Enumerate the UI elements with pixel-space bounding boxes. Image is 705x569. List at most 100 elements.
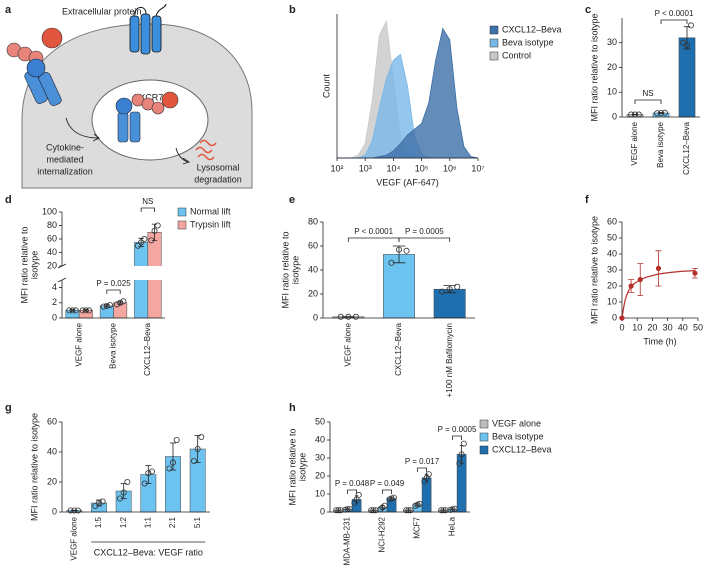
y-tick-label: 20 bbox=[308, 288, 318, 298]
y-tick-label: 30 bbox=[607, 264, 617, 274]
cxcr7-receptor bbox=[129, 3, 167, 55]
data-point bbox=[173, 436, 180, 443]
y-tick-label: 30 bbox=[315, 452, 325, 462]
x-tick-label: 1:5 bbox=[94, 516, 103, 528]
x-tick-label: 40 bbox=[678, 322, 688, 332]
y-tick-label: 0 bbox=[612, 312, 617, 322]
error-bar bbox=[120, 483, 127, 499]
arrow bbox=[175, 147, 189, 163]
data-point bbox=[661, 109, 668, 116]
significance-bracket bbox=[347, 489, 357, 494]
x-tick-label: 10³ bbox=[359, 163, 372, 173]
data-point bbox=[71, 507, 78, 514]
y-axis-title: MFI ratio relative to isotype bbox=[589, 216, 599, 324]
x-tick-label: HeLa bbox=[448, 516, 457, 536]
data-point bbox=[628, 283, 634, 289]
bar bbox=[134, 242, 149, 319]
data-point bbox=[337, 507, 344, 514]
legend-label: CXCL12–Beva bbox=[492, 444, 552, 454]
legend-swatch bbox=[479, 419, 489, 429]
x-tick-label: 10² bbox=[330, 163, 343, 173]
panel-label: b bbox=[289, 4, 296, 16]
significance-label: P < 0.0001 bbox=[655, 9, 694, 18]
diagram-label: internalization bbox=[37, 166, 93, 176]
data-point bbox=[355, 491, 362, 498]
y-tick-label: 40 bbox=[315, 434, 325, 444]
data-point bbox=[335, 507, 342, 514]
data-point bbox=[447, 506, 454, 513]
y-tick-label: 10 bbox=[607, 87, 617, 97]
fit-curve bbox=[621, 270, 695, 319]
data-point bbox=[390, 494, 397, 501]
error-bar bbox=[83, 309, 89, 312]
data-point bbox=[346, 505, 353, 512]
y-tick-label: 20 bbox=[47, 476, 57, 486]
data-point bbox=[141, 235, 148, 242]
x-tick-label: 10⁵ bbox=[415, 163, 429, 173]
significance-label: P = 0.0005 bbox=[438, 425, 477, 434]
significance-bracket bbox=[382, 489, 392, 494]
legend-swatch bbox=[489, 25, 499, 35]
data-point bbox=[148, 237, 155, 244]
significance-label: NS bbox=[642, 89, 653, 98]
legend-swatch bbox=[479, 445, 489, 455]
diagram-label: Extracellular protein bbox=[62, 6, 142, 16]
y-axis-title: MFI ratio relative to bbox=[280, 231, 290, 308]
data-point bbox=[138, 239, 145, 246]
y-tick-label: 20 bbox=[607, 62, 617, 72]
data-point bbox=[113, 301, 120, 308]
x-tick-label: VEGF alone bbox=[74, 322, 83, 366]
data-point bbox=[149, 468, 156, 475]
x-tick-label: 20 bbox=[647, 322, 657, 332]
y-axis-title: MFI ratio relative to bbox=[287, 428, 297, 505]
data-point bbox=[75, 507, 82, 514]
data-point bbox=[69, 307, 76, 314]
data-point bbox=[103, 302, 110, 309]
significance-bracket bbox=[140, 207, 155, 212]
y-tick-label: 50 bbox=[607, 232, 617, 242]
data-point bbox=[403, 247, 410, 254]
x-tick-label: NCI-H292 bbox=[378, 516, 387, 552]
y-tick-label: 40 bbox=[47, 446, 57, 456]
panel-label: e bbox=[289, 194, 295, 206]
significance-bracket bbox=[660, 19, 688, 24]
arrow-head bbox=[92, 133, 100, 142]
data-point bbox=[395, 246, 402, 253]
y-axis-title: MFI ratio relative to bbox=[19, 226, 29, 303]
x-tick-label: VEGF alone bbox=[69, 516, 78, 560]
significance-bracket bbox=[347, 237, 400, 242]
data-point bbox=[403, 507, 410, 514]
diagram-label: degradation bbox=[194, 174, 242, 184]
y-tick-label: 80 bbox=[308, 216, 318, 226]
y-tick-label: 20 bbox=[47, 260, 57, 270]
y-axis-title: isotype bbox=[290, 256, 300, 285]
error-bar bbox=[657, 112, 665, 114]
data-point bbox=[96, 499, 103, 506]
y-axis-title: Count bbox=[321, 74, 331, 99]
data-point bbox=[116, 495, 123, 502]
bar bbox=[433, 288, 466, 319]
error-bar bbox=[169, 442, 177, 471]
x-tick-label: MCF7 bbox=[413, 516, 422, 538]
data-point bbox=[86, 307, 93, 314]
y-axis-title: isotype bbox=[29, 251, 39, 280]
data-point bbox=[692, 270, 698, 276]
data-point bbox=[687, 22, 694, 29]
error-bar bbox=[392, 245, 406, 264]
data-point bbox=[456, 460, 463, 467]
legend-swatch bbox=[177, 207, 187, 217]
x-tick-label: 1:2 bbox=[119, 516, 128, 528]
x-tick-label: Beva isotype bbox=[109, 322, 118, 368]
y-tick-label: 20 bbox=[607, 280, 617, 290]
error-bar bbox=[95, 499, 103, 507]
x-tick-label: 5:1 bbox=[193, 516, 202, 528]
data-point bbox=[416, 500, 423, 507]
y-tick-label: 20 bbox=[315, 470, 325, 480]
error-bar bbox=[69, 309, 76, 312]
significance-label: NS bbox=[142, 197, 153, 206]
data-point bbox=[194, 445, 201, 452]
data-point bbox=[99, 498, 106, 505]
data-point bbox=[439, 288, 446, 295]
data-point bbox=[446, 286, 453, 293]
data-point bbox=[352, 313, 359, 320]
